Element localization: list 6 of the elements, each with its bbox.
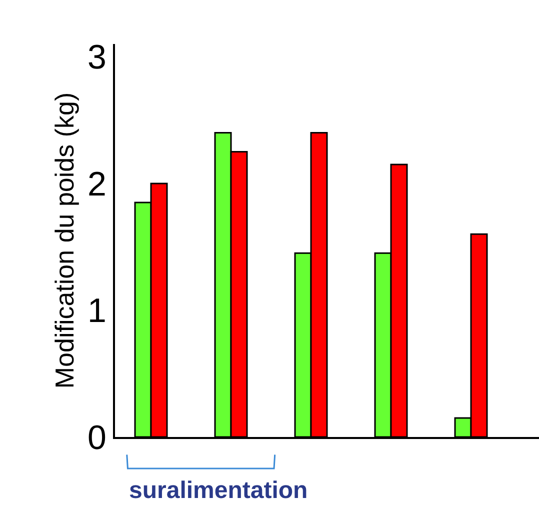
text: suralimentation <box>129 477 308 504</box>
y-tick-label: 3 <box>88 38 106 77</box>
y-tick-label: 2 <box>88 165 106 204</box>
y-tick-label: 0 <box>88 418 106 457</box>
y-axis-title: Modification du poids (kg) <box>49 92 80 389</box>
y-tick-label: 1 <box>88 292 106 330</box>
